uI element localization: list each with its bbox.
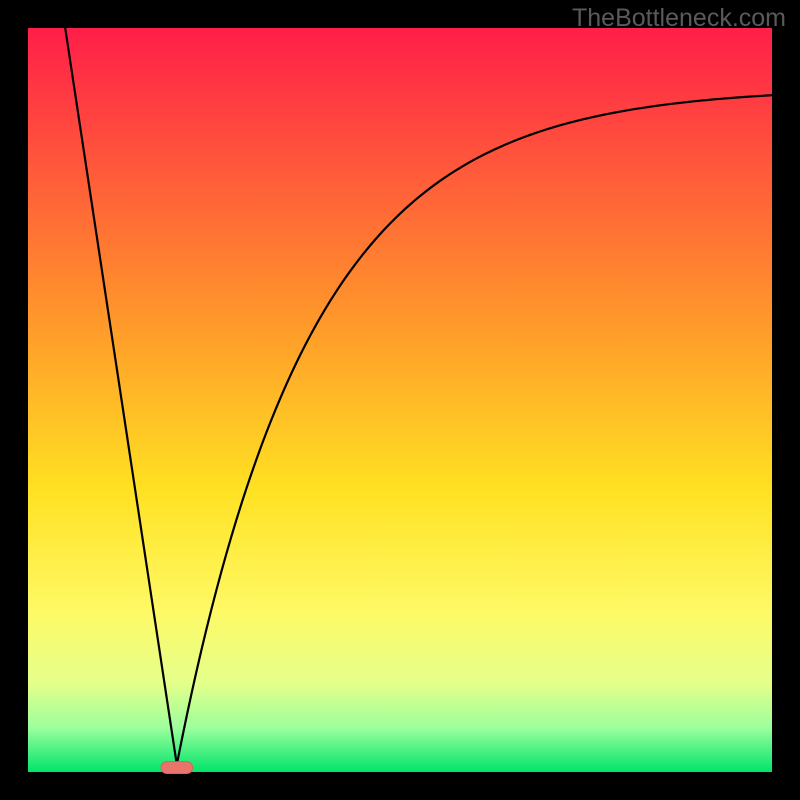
optimal-marker [161, 762, 193, 774]
chart-svg [0, 0, 800, 800]
plot-background [28, 28, 772, 772]
chart-container: TheBottleneck.com [0, 0, 800, 800]
